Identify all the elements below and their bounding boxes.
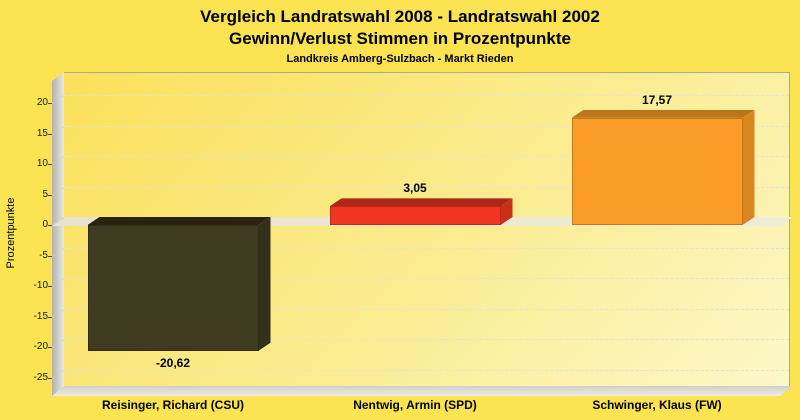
category-label-csu: Reisinger, Richard (CSU)	[101, 398, 245, 412]
y-tick-label-15: 15	[36, 127, 48, 139]
bar-value-label-2: 17,57	[641, 92, 673, 107]
y-tick-label-20: 20	[36, 97, 48, 108]
bar-top-face-0	[88, 217, 271, 225]
gridline-5	[64, 186, 789, 188]
bar-side-face-2	[742, 109, 755, 225]
gridline-10	[64, 156, 789, 157]
y-tick-label-5: 5	[42, 188, 48, 200]
bar-2	[571, 117, 743, 225]
gridline--15	[64, 308, 789, 310]
y-tick-mark-10	[48, 164, 52, 165]
plot-left-wall-3d	[52, 72, 64, 396]
gridline--20	[64, 339, 789, 340]
y-tick-label-0: 0	[42, 219, 48, 230]
y-tick-mark-0	[48, 225, 52, 226]
bar-top-face-1	[330, 198, 513, 206]
bar-side-face-1	[500, 198, 513, 225]
y-tick-label-10: 10	[36, 158, 48, 169]
y-tick-label--5: -5	[39, 249, 48, 261]
y-tick-label--20: -20	[33, 341, 48, 352]
bar-1	[329, 206, 501, 225]
gridline--10	[64, 278, 789, 279]
plot-floor-3d	[52, 386, 792, 396]
y-tick-mark-15	[48, 133, 52, 135]
y-tick-mark--5	[48, 255, 52, 257]
y-tick-mark--15	[48, 316, 52, 318]
bar-top-face-2	[572, 110, 755, 118]
gridline--25	[64, 369, 789, 371]
gridline--5	[64, 247, 789, 249]
y-tick-mark--25	[48, 377, 52, 379]
gridline-15	[64, 125, 789, 127]
category-label-fw: Schwinger, Klaus (FW)	[592, 398, 722, 412]
y-tick-label--25: -25	[33, 371, 48, 383]
y-tick-mark--10	[48, 286, 52, 287]
chart-title-line1: Vergleich Landratswahl 2008 - Landratswa…	[200, 7, 600, 26]
gridline-20	[64, 95, 789, 96]
y-tick-label--10: -10	[33, 280, 48, 291]
y-tick-mark-5	[48, 194, 52, 196]
y-tick-label--15: -15	[33, 310, 48, 322]
category-label-spd: Nentwig, Armin (SPD)	[353, 398, 477, 412]
y-tick-mark--20	[48, 347, 52, 348]
bar-value-label-0: -20,62	[155, 355, 191, 370]
bar-0	[87, 225, 259, 351]
chart-title-line2: Gewinn/Verlust Stimmen in Prozentpunkte	[229, 29, 571, 48]
y-tick-mark-20	[48, 103, 52, 104]
bar-side-face-0	[258, 217, 271, 351]
chart-subtitle: Landkreis Amberg-Sulzbach - Markt Rieden	[286, 53, 514, 65]
bar-value-label-1: 3,05	[403, 181, 427, 196]
y-axis-title: Prozentpunkte	[5, 197, 17, 269]
